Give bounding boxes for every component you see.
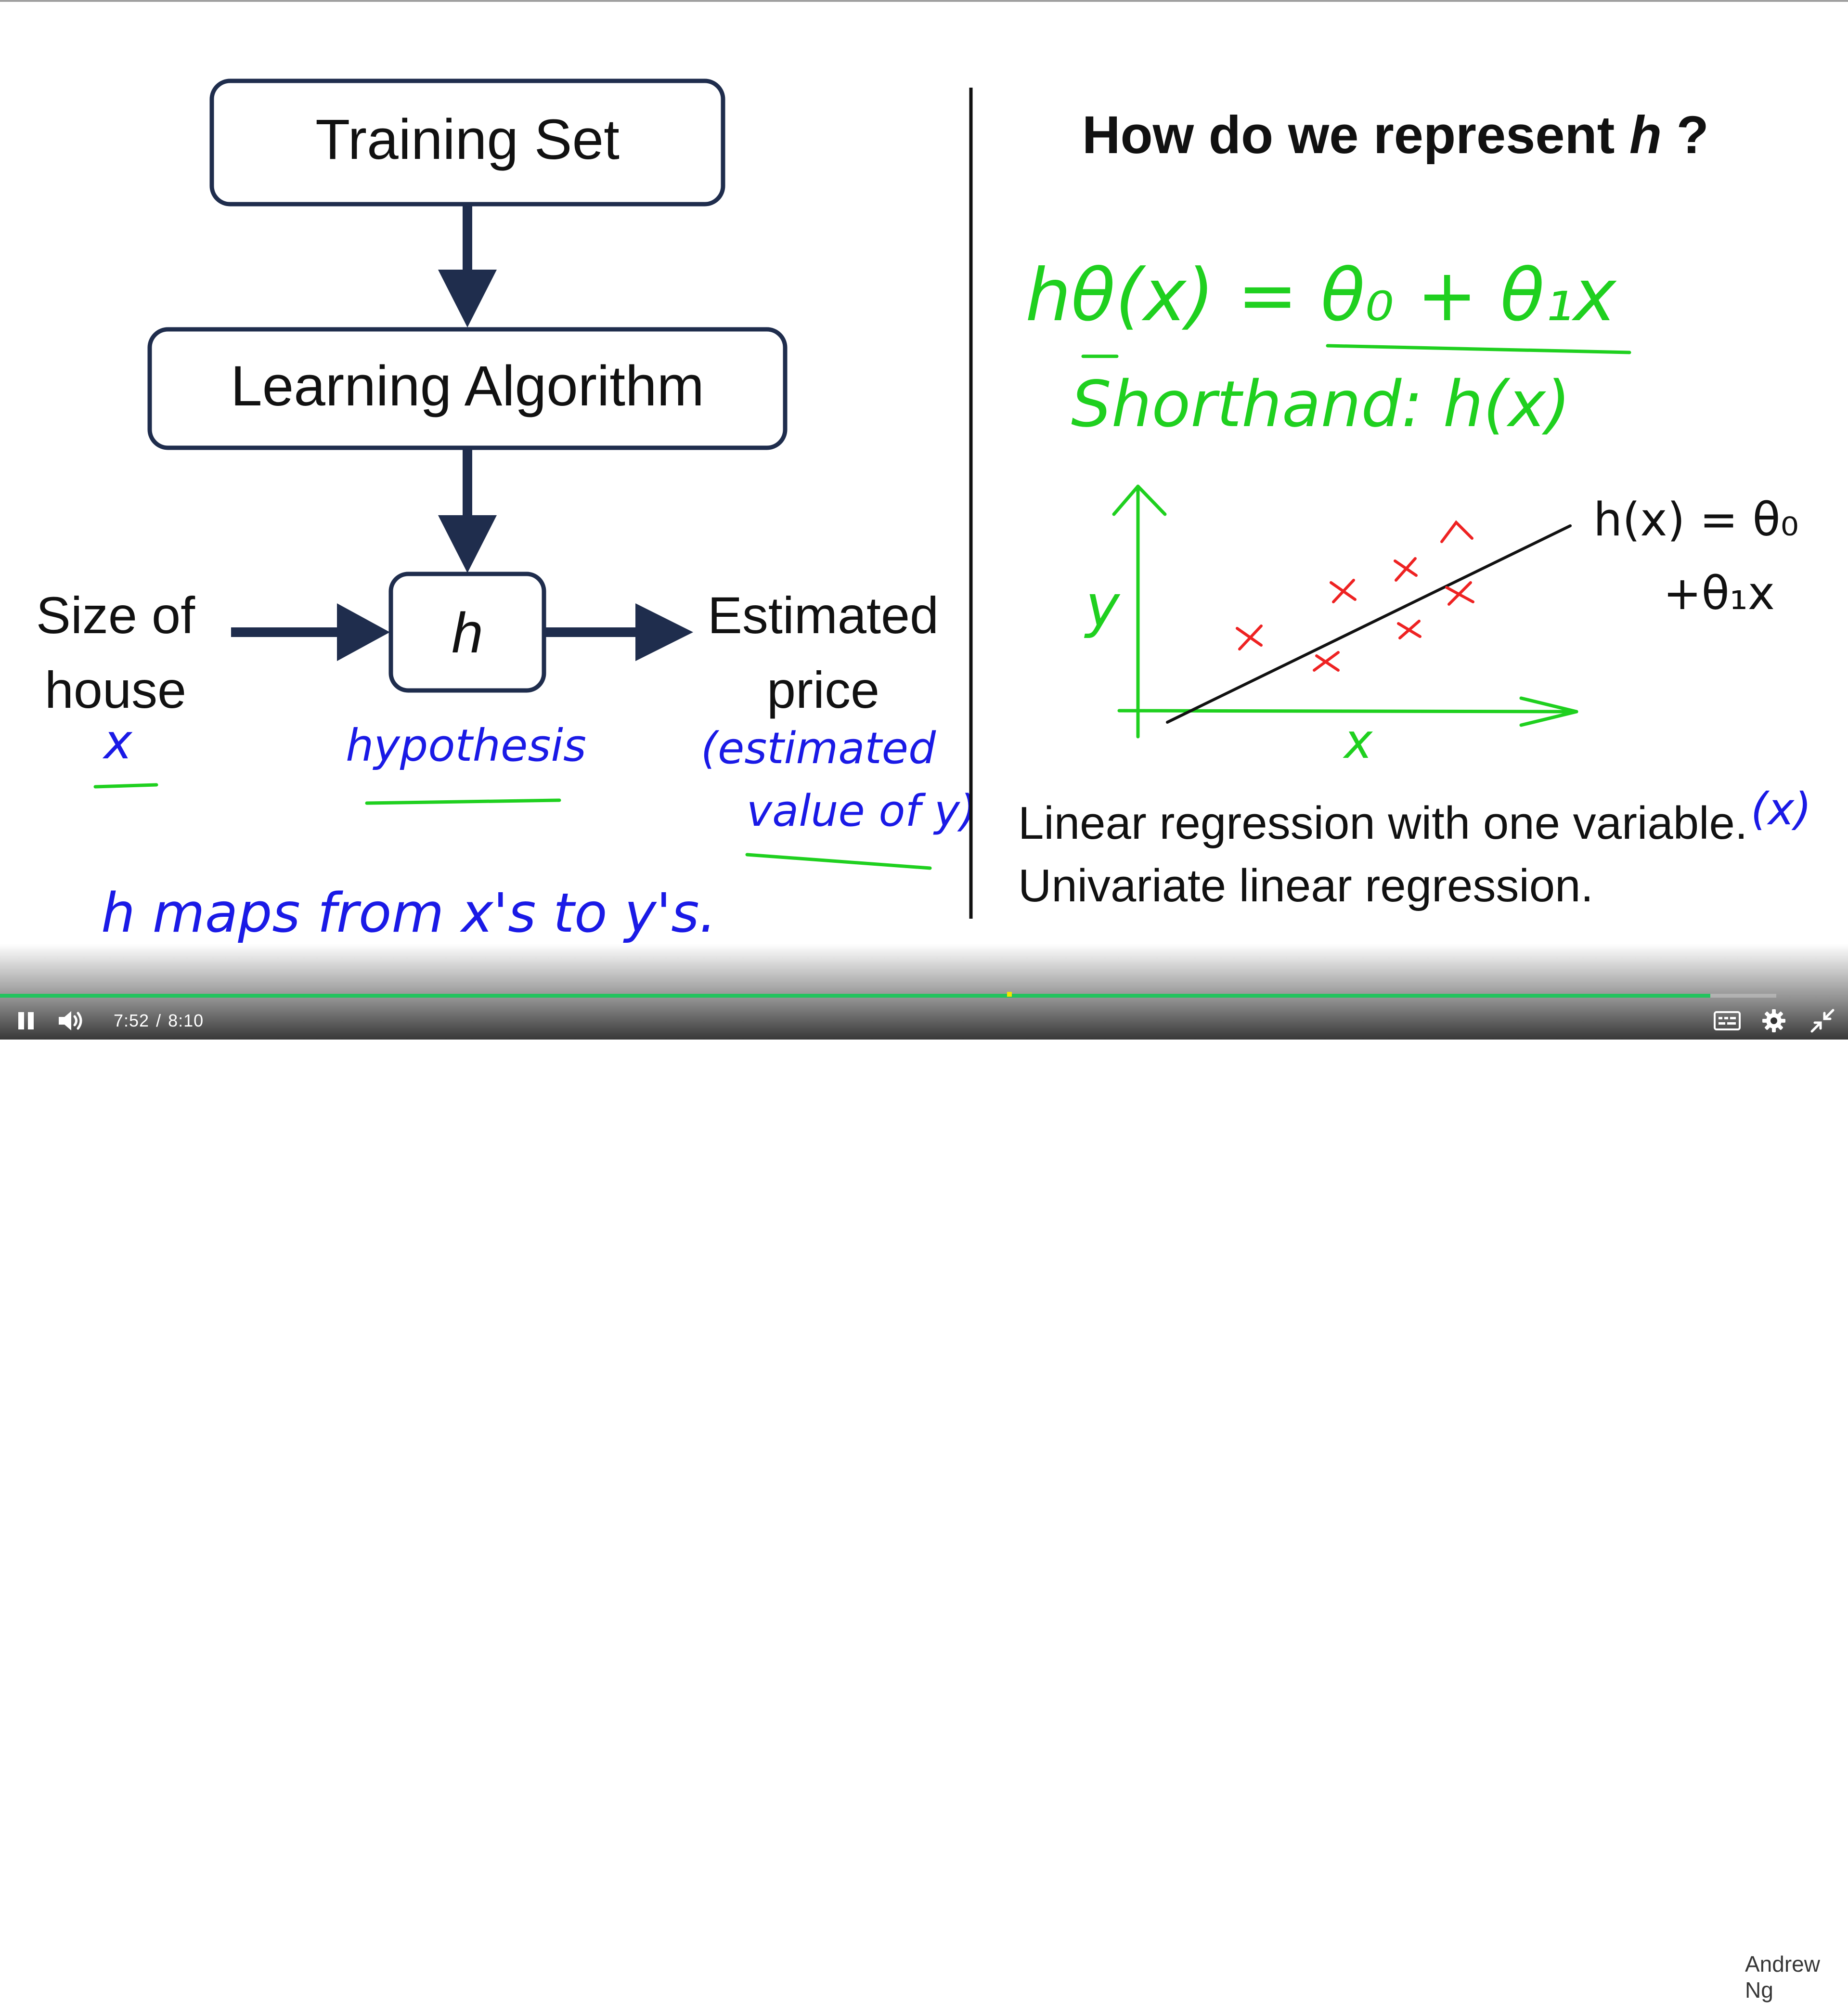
time-separator: / bbox=[156, 1011, 162, 1030]
input-label-line2: house bbox=[45, 661, 186, 719]
data-point bbox=[1394, 557, 1418, 582]
data-point bbox=[1445, 581, 1474, 606]
shorthand-note: Shorthand: h(x) bbox=[1071, 367, 1570, 442]
exit-fullscreen-button[interactable] bbox=[1810, 1006, 1839, 1035]
bottom-text-line1: Linear regression with one variable. bbox=[1018, 797, 1748, 849]
hypothesis-underline bbox=[365, 798, 561, 805]
settings-button[interactable] bbox=[1762, 1006, 1791, 1035]
output-label-line2: price bbox=[767, 661, 879, 719]
line-label-2: +θ₁x bbox=[1663, 567, 1775, 620]
line-label-1: h(x) = θ₀ bbox=[1593, 494, 1799, 546]
estimate-note-line2: value of y) bbox=[747, 786, 977, 836]
pause-icon bbox=[18, 1012, 38, 1029]
captions-icon bbox=[1714, 1011, 1741, 1030]
data-points bbox=[1236, 520, 1474, 672]
hypothesis-equation: hθ(x) = θ₀ + θ₁x bbox=[1025, 254, 1617, 338]
data-point bbox=[1313, 651, 1340, 672]
hypothesis-symbol: h bbox=[452, 601, 483, 665]
input-variable-underline bbox=[93, 783, 158, 789]
plot-x-label: x bbox=[1343, 713, 1373, 769]
playback-time: 7:52 / 8:10 bbox=[114, 1006, 204, 1035]
plot-y-label: y bbox=[1084, 573, 1121, 640]
arrow-head-right-output bbox=[635, 603, 693, 661]
bottom-text-line2: Univariate linear regression. bbox=[1018, 860, 1593, 911]
estimate-note-line1: (estimated bbox=[701, 723, 936, 774]
exit-fullscreen-icon bbox=[1810, 1009, 1835, 1033]
arrow-head-down-1 bbox=[438, 270, 497, 327]
volume-icon bbox=[59, 1011, 82, 1030]
maps-note: h maps from x's to y's. bbox=[101, 882, 716, 945]
pause-button[interactable] bbox=[18, 1006, 39, 1035]
lecture-slide: Training Set Learning Algorithm h Size o… bbox=[0, 0, 1848, 945]
input-label-line1: Size of bbox=[36, 586, 195, 644]
elapsed-time: 7:52 bbox=[114, 1011, 150, 1030]
data-point bbox=[1440, 520, 1473, 543]
training-set-label: Training Set bbox=[315, 108, 620, 171]
hand-drawn-plot: y x bbox=[1084, 484, 1578, 769]
watermark: Andrew Ng bbox=[1745, 1951, 1820, 2003]
arrow-head-down-2 bbox=[438, 515, 497, 573]
captions-button[interactable] bbox=[1714, 1006, 1743, 1035]
plot-y-arrowhead bbox=[1112, 484, 1167, 516]
data-point bbox=[1236, 624, 1263, 650]
regression-line bbox=[1166, 524, 1572, 724]
progress-marker bbox=[1007, 992, 1012, 997]
total-duration: 8:10 bbox=[168, 1011, 204, 1030]
arrow-head-right-input bbox=[337, 603, 390, 661]
output-label-line1: Estimated bbox=[708, 586, 939, 644]
input-variable-note: x bbox=[102, 714, 133, 770]
plot-x-axis bbox=[1117, 709, 1578, 714]
volume-button[interactable] bbox=[58, 1006, 89, 1035]
progress-fill bbox=[0, 994, 1711, 998]
plot-x-arrowhead bbox=[1519, 696, 1578, 727]
hypothesis-note: hypothesis bbox=[346, 720, 586, 771]
learning-algorithm-label: Learning Algorithm bbox=[231, 354, 704, 418]
data-point bbox=[1330, 579, 1357, 603]
equation-underline bbox=[1326, 344, 1631, 354]
margin-note: (x) bbox=[1751, 783, 1811, 835]
right-title: How do we represent h ? bbox=[1082, 105, 1709, 165]
estimate-underline bbox=[745, 853, 932, 870]
video-controls: 7:52 / 8:10 Andrew Ng bbox=[0, 944, 1848, 2003]
progress-bar[interactable] bbox=[0, 994, 1776, 998]
gear-icon bbox=[1762, 1009, 1785, 1032]
data-point bbox=[1397, 620, 1422, 639]
